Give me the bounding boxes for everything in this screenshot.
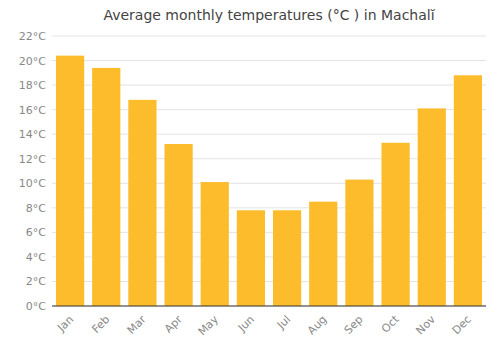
y-tick-label: 10°C — [19, 177, 46, 190]
bar: Jan: 20.4 — [56, 56, 84, 306]
bar: May: 10.1 — [201, 182, 229, 306]
page: {"chart_data": {"type": "bar", "title": … — [0, 0, 500, 350]
bar: Jul: 7.8 — [273, 210, 301, 306]
x-tick-label: Sep — [342, 313, 366, 337]
bar: Nov: 16.1 — [418, 108, 446, 306]
bar: Dec: 18.8 — [454, 75, 482, 306]
bar: Aug: 8.5 — [309, 202, 337, 306]
y-tick-label: 12°C — [19, 153, 46, 166]
y-tick-label: 4°C — [26, 251, 46, 264]
x-tick-label: Jun — [235, 313, 257, 335]
bar: Feb: 19.4 — [92, 68, 120, 306]
y-tick-label: 8°C — [26, 202, 46, 215]
bar: Apr: 13.2 — [164, 144, 192, 306]
x-tick-label: Oct — [379, 312, 402, 335]
bar: Oct: 13.3 — [381, 143, 409, 306]
y-tick-label: 18°C — [19, 79, 46, 92]
grid-line — [52, 60, 486, 61]
x-tick-label: Nov — [413, 313, 438, 338]
x-tick-label: Dec — [450, 313, 474, 337]
x-tick-label: Apr — [162, 313, 185, 336]
x-axis-line — [52, 306, 486, 307]
y-tick-label: 22°C — [19, 30, 46, 43]
x-tick-label: Jul — [274, 313, 293, 332]
title: Average monthly temperatures (°C ) in Ma… — [103, 7, 435, 23]
grid-line — [52, 306, 486, 307]
y-tick-label: 0°C — [26, 300, 46, 313]
x-axis: Jan Feb Mar Apr May Jun Jul Aug Sep Oct Nov Dec — [52, 306, 486, 338]
x-tick-label: Feb — [89, 313, 112, 336]
y-tick-label: 2°C — [26, 275, 46, 288]
x-tick-label: Jan — [54, 313, 76, 335]
x-tick-label: May — [196, 313, 222, 339]
x-tick-label: Aug — [305, 313, 329, 337]
y-axis: 0°C 2°C 4°C 6°C 8°C 10°C 12°C 14°C 16°C 18°C 20°C 2… — [19, 30, 486, 313]
bar: Jun: 7.8 — [237, 210, 265, 306]
y-tick-label: 16°C — [19, 104, 46, 117]
chart: Average monthly temperatures (°C ) in Ma… — [0, 0, 500, 350]
x-tick-label: Mar — [125, 313, 149, 337]
y-tick-label: 20°C — [19, 55, 46, 68]
y-tick-label: 14°C — [19, 128, 46, 141]
y-tick-label: 6°C — [26, 226, 46, 239]
grid-line — [52, 36, 486, 37]
bar: Mar: 16.8 — [128, 100, 156, 306]
bars: Jan: 20.4 Feb: 19.4 Mar: 16.8 Apr: 13.2 May:… — [56, 56, 482, 306]
bar: Sep: 10.3 — [345, 180, 373, 306]
